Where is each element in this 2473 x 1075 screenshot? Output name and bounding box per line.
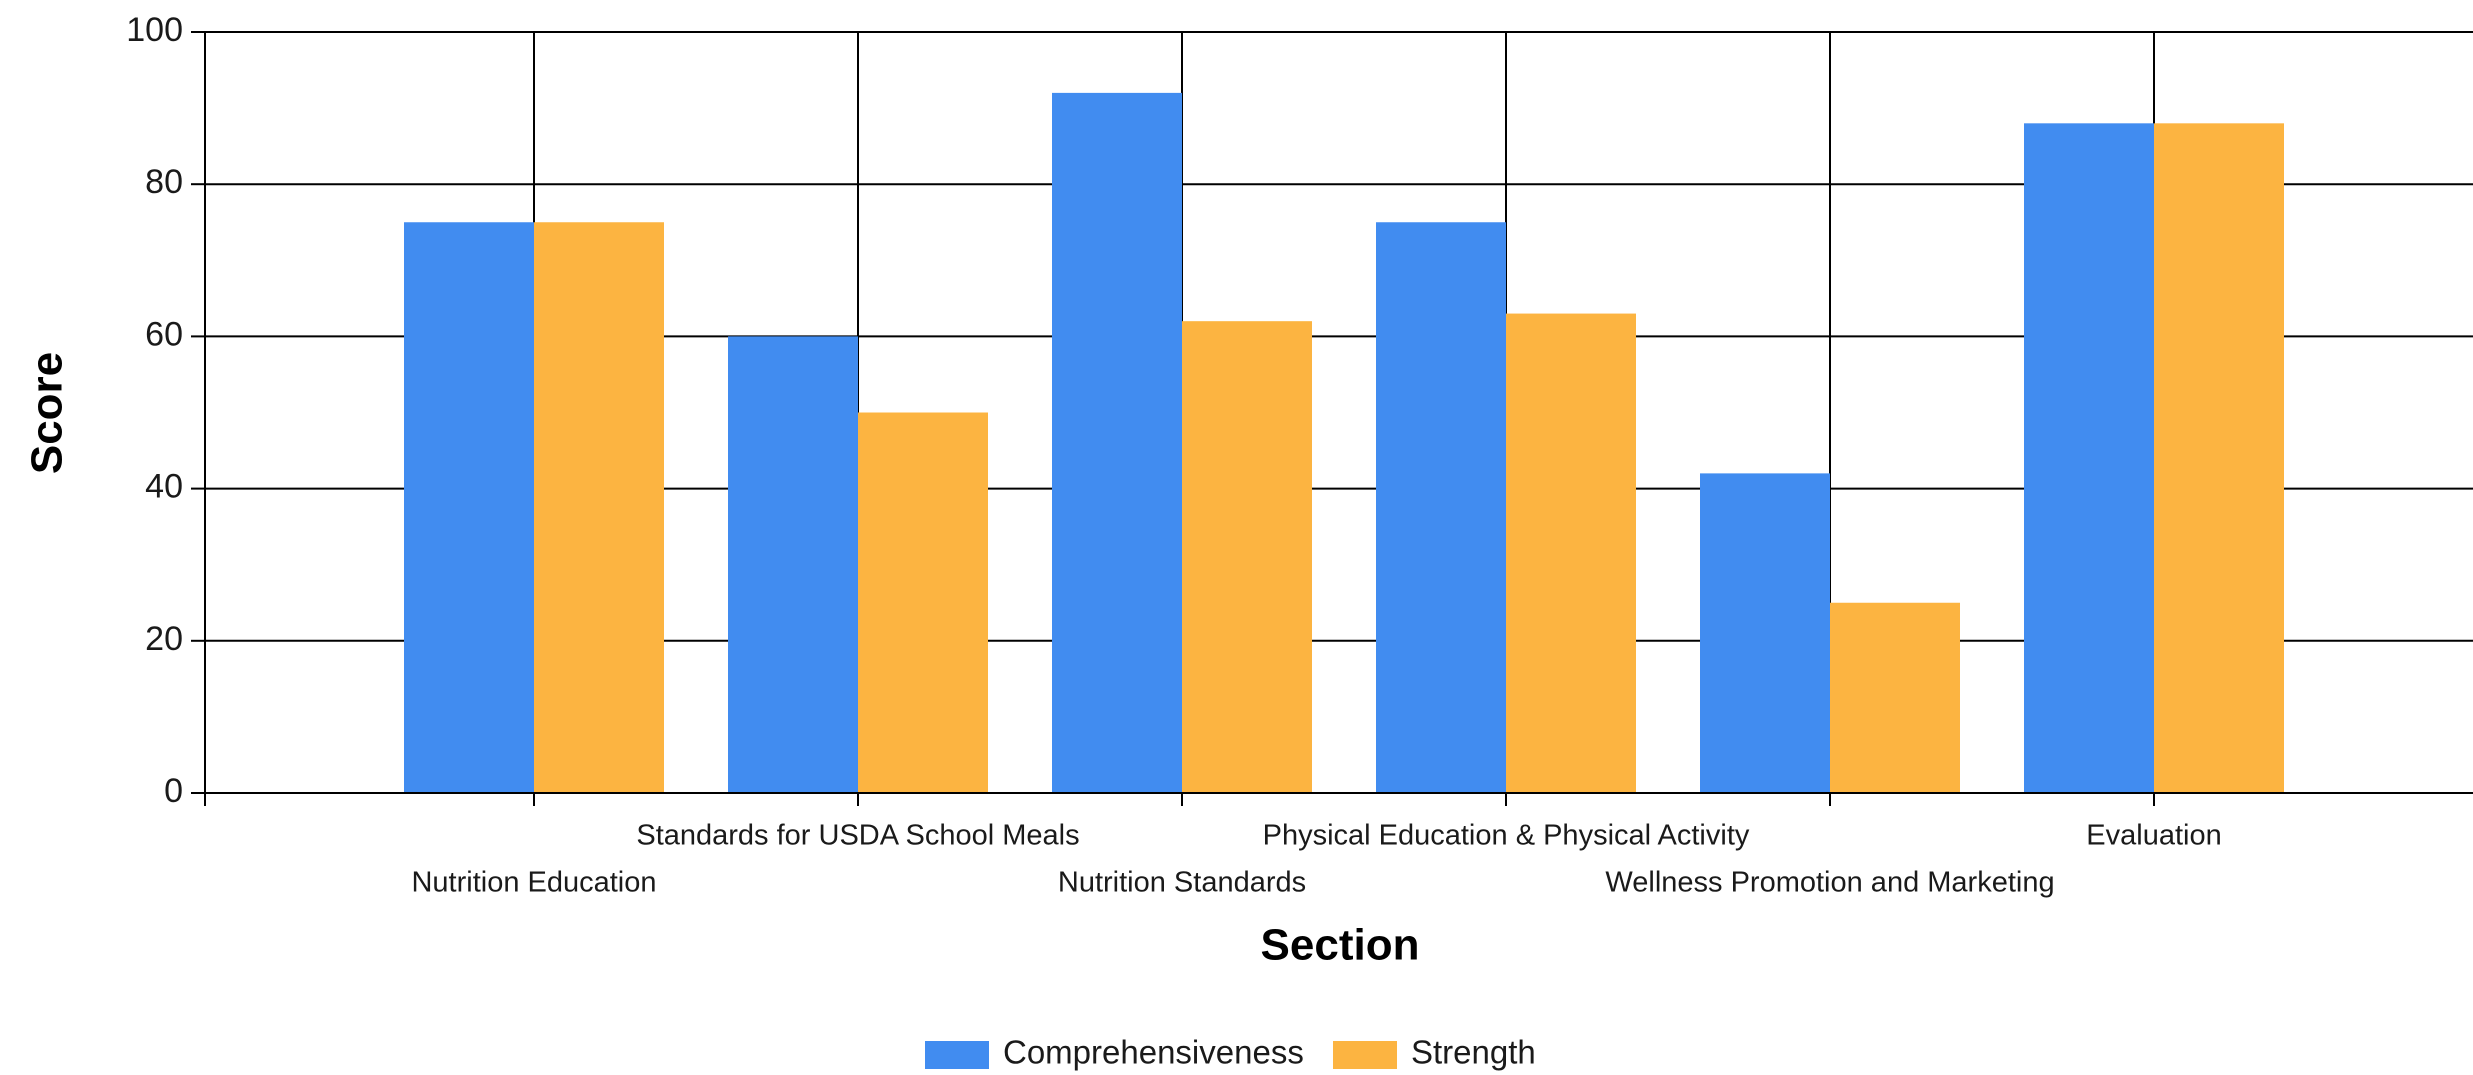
- bar-strength-3: [1182, 321, 1312, 793]
- legend-swatch-strength: [1333, 1041, 1397, 1069]
- x-tick-label: Nutrition Standards: [1058, 867, 1306, 899]
- y-tick-label: 20: [145, 620, 183, 658]
- x-tick-label: Physical Education & Physical Activity: [1263, 820, 1750, 852]
- legend: Comprehensiveness Strength: [925, 1034, 1536, 1071]
- bar-comprehensiveness-4: [1376, 222, 1506, 793]
- bar-strength-2: [858, 412, 988, 793]
- y-tick-label: 60: [145, 315, 183, 353]
- x-axis-title: Section: [1261, 921, 1420, 970]
- y-tick-label: 40: [145, 468, 183, 506]
- y-tick-label: 0: [164, 772, 183, 810]
- x-tick-label: Wellness Promotion and Marketing: [1605, 867, 2054, 899]
- bar-comprehensiveness-3: [1052, 92, 1182, 793]
- x-tick-labels: Nutrition Education Standards for USDA Sc…: [411, 820, 2221, 899]
- legend-swatch-comprehensiveness: [925, 1041, 989, 1069]
- bar-strength-5: [1830, 602, 1960, 793]
- legend-label-strength: Strength: [1411, 1034, 1536, 1071]
- x-tick-label: Evaluation: [2086, 820, 2221, 852]
- y-axis-title: Score: [23, 352, 72, 474]
- x-tick-label: Nutrition Education: [411, 867, 656, 899]
- bar-comprehensiveness-1: [404, 222, 534, 793]
- bar-strength-6: [2154, 123, 2284, 793]
- bar-comprehensiveness-5: [1700, 473, 1830, 793]
- legend-label-comprehensiveness: Comprehensiveness: [1003, 1034, 1304, 1071]
- axes: [191, 31, 2473, 806]
- bars: [404, 92, 2284, 793]
- x-tick-label: Standards for USDA School Meals: [636, 820, 1079, 852]
- y-tick-label: 100: [126, 11, 183, 49]
- bar-strength-1: [534, 222, 664, 793]
- bar-comprehensiveness-2: [728, 336, 858, 793]
- bar-strength-4: [1506, 313, 1636, 793]
- y-tick-labels: 0 20 40 60 80 100: [126, 11, 183, 810]
- y-tick-label: 80: [145, 163, 183, 201]
- bar-comprehensiveness-6: [2024, 123, 2154, 793]
